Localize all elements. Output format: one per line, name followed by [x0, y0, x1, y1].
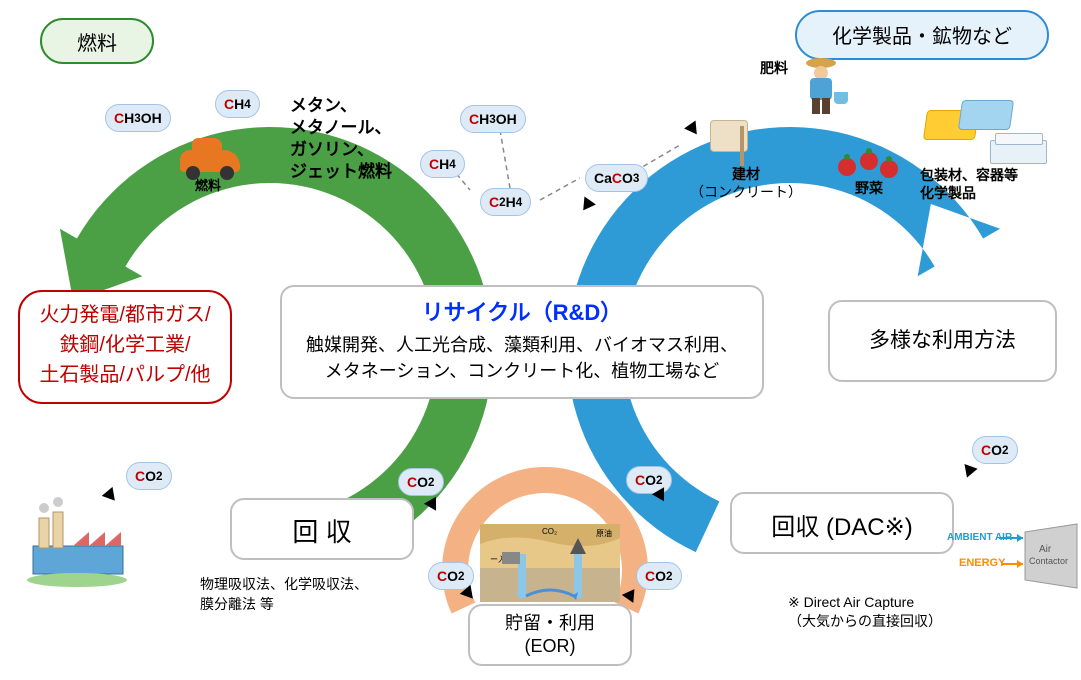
storage-eor-box: 貯留・利用 (EOR): [468, 604, 632, 666]
svg-text:Air: Air: [1039, 544, 1052, 555]
svg-text:CO₂: CO₂: [542, 527, 557, 536]
dac-note: ※ Direct Air Capture （大気からの直接回収）: [788, 594, 942, 631]
eor-site-icon: ー入 原油 CO₂: [480, 524, 620, 602]
sponge-icon: [958, 100, 1014, 130]
molecule-badge: CH3OH: [105, 104, 171, 132]
fertilizer-label: 肥料: [760, 58, 788, 78]
chemical-category-label: 化学製品・鉱物など: [795, 10, 1049, 60]
tomato-icon: [860, 152, 878, 170]
molecule-badge: CaCO3: [585, 164, 648, 192]
fuel-small-label: 燃料: [195, 175, 221, 194]
fuel-category-label: 燃料: [40, 18, 154, 64]
dac-box: 回収 (DAC※): [730, 492, 954, 554]
farmer-icon: [800, 58, 840, 118]
molecule-badge: C2H4: [480, 188, 531, 216]
usage-methods-box: 多様な利用方法: [828, 300, 1057, 382]
capture-methods-note: 物理吸収法、化学吸収法、 膜分離法 等: [200, 574, 368, 614]
svg-text:原油: 原油: [596, 528, 612, 538]
car-icon: [180, 150, 240, 172]
tomato-icon: [838, 158, 856, 176]
recycle-rd-box: リサイクル（R&D） 触媒開発、人工光合成、藻類利用、バイオマス利用、 メタネー…: [280, 285, 764, 399]
emission-sources-box: 火力発電/都市ガス/ 鉄鋼/化学工業/ 土石製品/パルプ/他: [18, 290, 232, 404]
concrete-icon: [710, 120, 750, 160]
molecule-badge: CH4: [215, 90, 260, 118]
concrete-label: 建材 （コンクリート）: [690, 166, 802, 201]
svg-text:ENERGY: ENERGY: [959, 557, 1006, 569]
molecule-badge: CO2: [636, 562, 682, 590]
tray-icon: [990, 140, 1047, 164]
packaging-label: 包装材、容器等 化学製品: [920, 166, 1018, 202]
dac-device-icon: Air Contactor AMBIENT AIR ENERGY: [945, 520, 1075, 590]
molecule-badge: CH3OH: [460, 105, 526, 133]
molecule-badge: CH4: [420, 150, 465, 178]
capture-box: 回 収: [230, 498, 414, 560]
molecule-badge: CO2: [398, 468, 444, 496]
tomato-icon: [880, 160, 898, 178]
vegetable-label: 野菜: [855, 178, 883, 198]
molecule-badge: CO2: [126, 462, 172, 490]
molecule-badge: CO2: [972, 436, 1018, 464]
fuel-products-list: メタン、 メタノール、 ガソリン、 ジェット燃料: [290, 95, 392, 183]
svg-text:Contactor: Contactor: [1029, 556, 1068, 566]
molecule-badge: CO2: [428, 562, 474, 590]
